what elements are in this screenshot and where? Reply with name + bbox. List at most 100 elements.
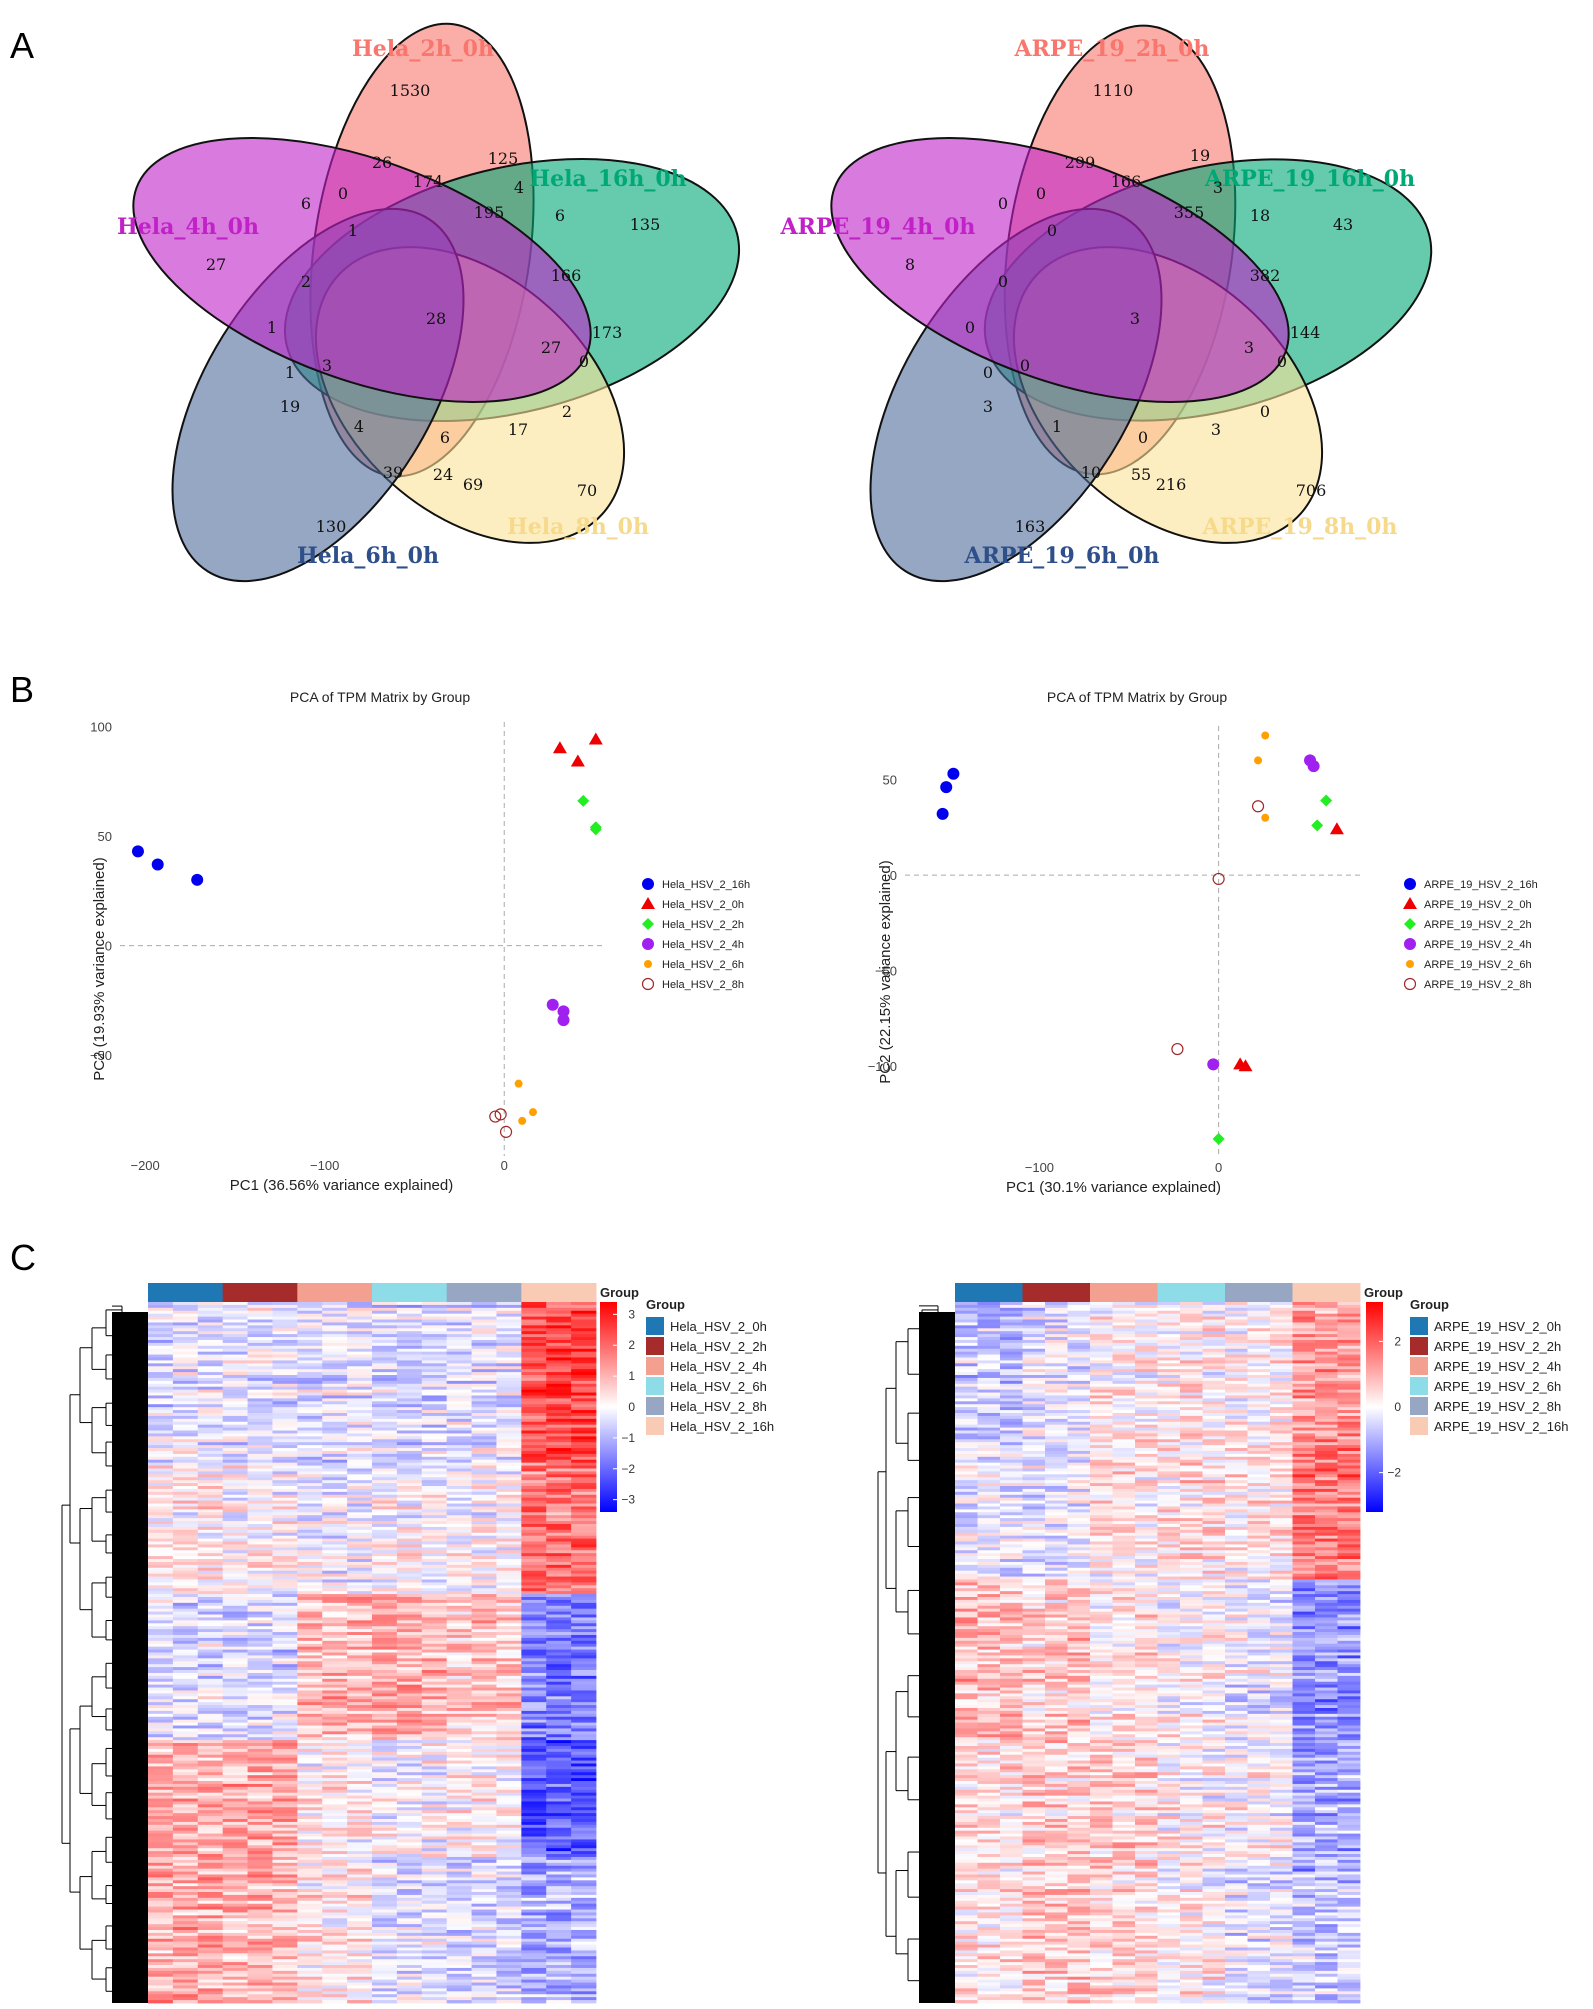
heatmap-cell xyxy=(247,1845,273,1849)
heatmap-cell xyxy=(571,1591,597,1595)
heatmap-cell xyxy=(521,1743,547,1747)
dendrogram-leaves xyxy=(112,1312,148,2003)
heatmap-cell xyxy=(197,1818,224,1823)
heatmap-cell xyxy=(297,1886,323,1890)
heatmap-cell xyxy=(372,1687,398,1691)
heatmap-cell xyxy=(571,1830,597,1834)
heatmap-cell xyxy=(197,1824,224,1829)
pca-point xyxy=(151,858,164,871)
heatmap-cell xyxy=(172,1789,199,1794)
heatmap-cell xyxy=(471,1512,497,1516)
heatmap-cell xyxy=(446,1418,472,1423)
heatmap-cell xyxy=(272,1316,298,1320)
pca-legend-label: Hela_HSV_2_0h xyxy=(662,899,744,911)
heatmap-cell xyxy=(372,1970,398,1975)
heatmap-cell xyxy=(521,1982,547,1986)
heatmap-cell xyxy=(247,1903,273,1908)
heatmap-cell xyxy=(322,1818,348,1823)
heatmap-cell xyxy=(322,1684,348,1688)
heatmap-cell xyxy=(521,1652,547,1656)
heatmap-cell xyxy=(347,1722,373,1726)
heatmap-cell xyxy=(396,1319,423,1323)
heatmap-cell xyxy=(471,1906,497,1910)
heatmap-cell xyxy=(272,1570,298,1575)
heatmap-cell xyxy=(521,1751,547,1756)
heatmap-cell xyxy=(521,1579,547,1583)
heatmap-cell xyxy=(521,1932,547,1937)
heatmap-cell xyxy=(272,1535,298,1539)
heatmap-cell xyxy=(297,1915,323,1919)
heatmap-cell xyxy=(297,1369,323,1373)
heatmap-cell xyxy=(322,1483,348,1487)
pca-x-tick: −100 xyxy=(310,1158,339,1173)
heatmap-cell xyxy=(322,1634,348,1639)
heatmap-cell xyxy=(446,1532,472,1537)
heatmap-cell xyxy=(571,1500,597,1504)
heatmap-cell xyxy=(1157,1319,1181,1323)
heatmap-cell xyxy=(571,1909,597,1913)
heatmap-cell xyxy=(347,1468,373,1472)
heatmap-cell xyxy=(172,1521,199,1525)
heatmap-cell xyxy=(421,1699,448,1703)
heatmap-cell xyxy=(272,1553,298,1557)
heatmap-cell xyxy=(197,1743,224,1747)
heatmap-cell xyxy=(272,1383,298,1388)
heatmap-cell xyxy=(272,1909,298,1913)
heatmap-cell xyxy=(546,1941,572,1945)
heatmap-cell xyxy=(471,1643,497,1648)
heatmap-cell xyxy=(421,1331,448,1335)
heatmap-cell xyxy=(421,1442,448,1446)
heatmap-cell xyxy=(471,1345,497,1350)
heatmap-cell xyxy=(322,1512,348,1516)
heatmap-cell xyxy=(148,1337,174,1341)
heatmap-cell xyxy=(471,1909,497,1913)
heatmap-cell xyxy=(496,1775,522,1779)
heatmap-cell xyxy=(347,1386,373,1391)
heatmap-cell xyxy=(247,1801,273,1805)
heatmap-cell xyxy=(197,1924,224,1928)
heatmap-cell xyxy=(421,1491,448,1496)
heatmap-cell xyxy=(571,1503,597,1507)
heatmap-cell xyxy=(571,1570,597,1575)
heatmap-cell xyxy=(297,1541,323,1545)
heatmap-cell xyxy=(546,1643,572,1648)
heatmap-cell xyxy=(446,1976,472,1981)
heatmap-cell xyxy=(496,1947,522,1951)
heatmap-cell xyxy=(571,1579,597,1583)
colorbar-tick-label: 1 xyxy=(628,1369,635,1383)
heatmap-cell xyxy=(546,1521,572,1525)
heatmap-cell xyxy=(372,1623,398,1627)
heatmap-cell xyxy=(272,1319,298,1323)
heatmap-cell xyxy=(247,1652,273,1656)
heatmap-cell xyxy=(546,1821,572,1826)
heatmap-cell xyxy=(172,1325,199,1329)
heatmap-cell xyxy=(272,1760,298,1764)
heatmap-cell xyxy=(272,1670,298,1674)
heatmap-cell xyxy=(372,1772,398,1776)
heatmap-cell xyxy=(396,1412,423,1417)
heatmap-cell xyxy=(446,1991,472,1995)
heatmap-cell xyxy=(396,1512,423,1516)
heatmap-cell xyxy=(347,1664,373,1668)
heatmap-cell xyxy=(372,1976,398,1981)
heatmap-cell xyxy=(297,1345,323,1350)
heatmap-cell xyxy=(197,1415,224,1420)
heatmap-cell xyxy=(247,1985,273,1989)
heatmap-cell xyxy=(372,1757,398,1761)
heatmap-cell xyxy=(571,1740,597,1744)
heatmap-cell xyxy=(471,1307,497,1312)
heatmap-cell xyxy=(521,1892,547,1896)
heatmap-cell xyxy=(172,1988,199,1992)
heatmap-cell xyxy=(347,1880,373,1884)
heatmap-cell xyxy=(148,1582,174,1586)
heatmap-cell xyxy=(322,1523,348,1528)
heatmap-cell xyxy=(297,1962,323,1966)
heatmap-cell xyxy=(347,1681,373,1686)
heatmap-cell xyxy=(521,1795,547,1799)
heatmap-cell xyxy=(197,1594,224,1598)
heatmap-cell xyxy=(322,1453,348,1458)
heatmap-cell xyxy=(197,1664,224,1668)
heatmap-cell xyxy=(1090,1334,1113,1338)
heatmap-cell xyxy=(272,1792,298,1797)
heatmap-cell xyxy=(446,1970,472,1975)
